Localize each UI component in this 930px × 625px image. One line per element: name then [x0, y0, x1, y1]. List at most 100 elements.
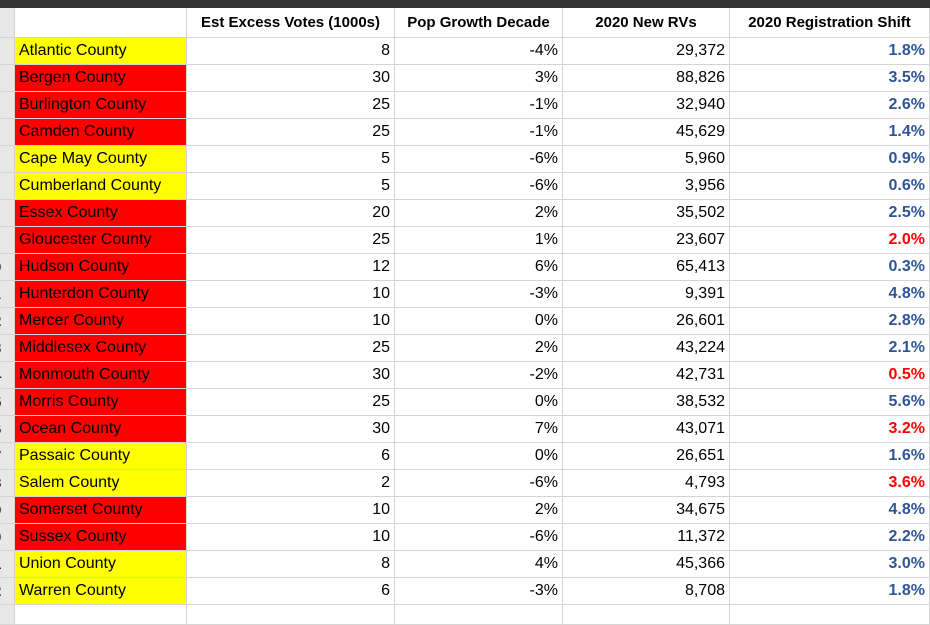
county-cell[interactable]: Warren County [15, 578, 187, 605]
county-cell[interactable]: Salem County [15, 470, 187, 497]
row-header[interactable]: 7 [0, 173, 15, 200]
row-header[interactable]: 11 [0, 281, 15, 308]
excess-cell[interactable]: 20 [187, 200, 395, 227]
row-header[interactable]: 21 [0, 551, 15, 578]
row-header[interactable]: 8 [0, 200, 15, 227]
shift-cell[interactable]: 0.3% [730, 254, 930, 281]
county-cell[interactable]: Camden County [15, 119, 187, 146]
growth-cell[interactable]: 3% [395, 65, 563, 92]
new-rvs-cell[interactable]: 29,372 [563, 38, 730, 65]
row-header[interactable]: 16 [0, 416, 15, 443]
row-header[interactable]: 6 [0, 146, 15, 173]
excess-cell[interactable]: 10 [187, 524, 395, 551]
row-header[interactable]: 4 [0, 92, 15, 119]
new-rvs-cell[interactable]: 23,607 [563, 227, 730, 254]
new-rvs-cell[interactable]: 5,960 [563, 146, 730, 173]
new-rvs-cell[interactable]: 65,413 [563, 254, 730, 281]
growth-cell[interactable]: -4% [395, 38, 563, 65]
county-cell[interactable]: Middlesex County [15, 335, 187, 362]
growth-cell[interactable]: -6% [395, 524, 563, 551]
county-cell[interactable]: Burlington County [15, 92, 187, 119]
shift-cell[interactable]: 0.6% [730, 173, 930, 200]
county-cell[interactable]: Gloucester County [15, 227, 187, 254]
excess-cell[interactable]: 8 [187, 551, 395, 578]
empty-cell[interactable] [395, 605, 563, 625]
shift-cell[interactable]: 0.5% [730, 362, 930, 389]
growth-cell[interactable]: 6% [395, 254, 563, 281]
row-header[interactable]: 20 [0, 524, 15, 551]
excess-cell[interactable]: 25 [187, 389, 395, 416]
header-cell[interactable] [15, 8, 187, 38]
row-header[interactable]: 10 [0, 254, 15, 281]
empty-cell[interactable] [15, 605, 187, 625]
county-cell[interactable]: Cumberland County [15, 173, 187, 200]
shift-cell[interactable]: 4.8% [730, 281, 930, 308]
new-rvs-cell[interactable]: 42,731 [563, 362, 730, 389]
shift-cell[interactable]: 1.4% [730, 119, 930, 146]
shift-cell[interactable]: 2.1% [730, 335, 930, 362]
growth-cell[interactable]: 0% [395, 443, 563, 470]
excess-cell[interactable]: 12 [187, 254, 395, 281]
county-cell[interactable]: Monmouth County [15, 362, 187, 389]
new-rvs-cell[interactable]: 38,532 [563, 389, 730, 416]
growth-cell[interactable]: 2% [395, 497, 563, 524]
excess-cell[interactable]: 5 [187, 146, 395, 173]
growth-cell[interactable]: -6% [395, 146, 563, 173]
shift-cell[interactable]: 3.2% [730, 416, 930, 443]
new-rvs-cell[interactable]: 26,651 [563, 443, 730, 470]
row-header[interactable] [0, 8, 15, 38]
excess-cell[interactable]: 6 [187, 578, 395, 605]
row-header[interactable]: 12 [0, 308, 15, 335]
new-rvs-cell[interactable]: 34,675 [563, 497, 730, 524]
row-header[interactable]: 13 [0, 335, 15, 362]
header-cell[interactable]: 2020 New RVs [563, 8, 730, 38]
header-cell[interactable]: 2020 Registration Shift [730, 8, 930, 38]
new-rvs-cell[interactable]: 43,224 [563, 335, 730, 362]
county-cell[interactable]: Hunterdon County [15, 281, 187, 308]
new-rvs-cell[interactable]: 88,826 [563, 65, 730, 92]
row-header[interactable]: 17 [0, 443, 15, 470]
excess-cell[interactable]: 2 [187, 470, 395, 497]
growth-cell[interactable]: 4% [395, 551, 563, 578]
excess-cell[interactable]: 25 [187, 227, 395, 254]
county-cell[interactable]: Ocean County [15, 416, 187, 443]
shift-cell[interactable]: 1.6% [730, 443, 930, 470]
shift-cell[interactable]: 0.9% [730, 146, 930, 173]
shift-cell[interactable]: 1.8% [730, 578, 930, 605]
excess-cell[interactable]: 5 [187, 173, 395, 200]
new-rvs-cell[interactable]: 4,793 [563, 470, 730, 497]
excess-cell[interactable]: 30 [187, 65, 395, 92]
row-header[interactable]: 14 [0, 362, 15, 389]
excess-cell[interactable]: 25 [187, 335, 395, 362]
excess-cell[interactable]: 25 [187, 92, 395, 119]
new-rvs-cell[interactable]: 8,708 [563, 578, 730, 605]
growth-cell[interactable]: -1% [395, 92, 563, 119]
county-cell[interactable]: Mercer County [15, 308, 187, 335]
county-cell[interactable]: Atlantic County [15, 38, 187, 65]
new-rvs-cell[interactable]: 43,071 [563, 416, 730, 443]
growth-cell[interactable]: -6% [395, 173, 563, 200]
excess-cell[interactable]: 8 [187, 38, 395, 65]
county-cell[interactable]: Essex County [15, 200, 187, 227]
shift-cell[interactable]: 2.8% [730, 308, 930, 335]
county-cell[interactable]: Hudson County [15, 254, 187, 281]
county-cell[interactable]: Bergen County [15, 65, 187, 92]
excess-cell[interactable]: 10 [187, 308, 395, 335]
empty-cell[interactable] [730, 605, 930, 625]
growth-cell[interactable]: 2% [395, 335, 563, 362]
empty-cell[interactable] [0, 605, 15, 625]
shift-cell[interactable]: 3.0% [730, 551, 930, 578]
growth-cell[interactable]: 1% [395, 227, 563, 254]
new-rvs-cell[interactable]: 11,372 [563, 524, 730, 551]
row-header[interactable]: 22 [0, 578, 15, 605]
shift-cell[interactable]: 2.5% [730, 200, 930, 227]
shift-cell[interactable]: 2.2% [730, 524, 930, 551]
excess-cell[interactable]: 10 [187, 497, 395, 524]
row-header[interactable]: 5 [0, 119, 15, 146]
county-cell[interactable]: Cape May County [15, 146, 187, 173]
shift-cell[interactable]: 2.6% [730, 92, 930, 119]
row-header[interactable]: 19 [0, 497, 15, 524]
county-cell[interactable]: Somerset County [15, 497, 187, 524]
growth-cell[interactable]: -6% [395, 470, 563, 497]
new-rvs-cell[interactable]: 32,940 [563, 92, 730, 119]
